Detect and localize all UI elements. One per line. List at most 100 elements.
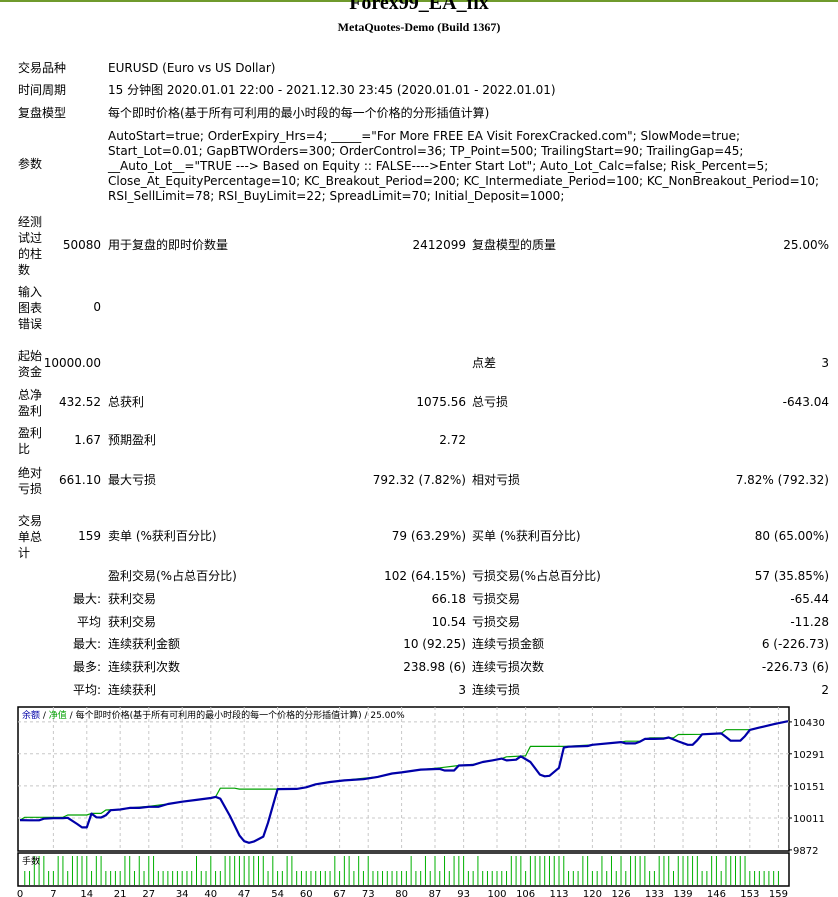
- stat-value-3: -643.04: [782, 395, 829, 409]
- stat-label: 绝对亏损: [18, 466, 43, 496]
- stat-label: 交易单总计: [18, 514, 43, 560]
- stat-label-3: 亏损交易(%占总百分比): [472, 569, 601, 583]
- x-tick-label: 21: [114, 889, 127, 897]
- x-tick-label: 27: [142, 889, 155, 897]
- stat-label-2: 连续获利金额: [108, 637, 181, 651]
- x-tick-label: 126: [611, 889, 630, 897]
- x-tick-label: 106: [516, 889, 535, 897]
- equity-line: [19, 720, 789, 821]
- y-tick-label: 10011: [793, 814, 825, 825]
- info-value: 15 分钟图 2020.01.01 22:00 - 2021.12.30 23:…: [108, 83, 556, 97]
- stat-value-3: 57 (35.85%): [754, 569, 829, 583]
- x-tick-label: 93: [457, 889, 470, 897]
- y-tick-label: 10151: [793, 782, 825, 793]
- x-tick-label: 80: [395, 889, 408, 897]
- legend-sep1: /: [40, 711, 49, 721]
- stat-label-3: 连续亏损金额: [472, 637, 545, 651]
- stat-label-3: 相对亏损: [472, 473, 521, 487]
- x-tick-label: 159: [769, 889, 788, 897]
- x-tick-label: 54: [271, 889, 284, 897]
- stat-label-2: 最大亏损: [108, 473, 157, 487]
- x-tick-label: 67: [333, 889, 346, 897]
- stat-value-3: 2: [821, 683, 829, 697]
- stat-label-2: 总获利: [108, 395, 145, 409]
- stat-value-2: 10 (92.25): [403, 637, 466, 651]
- top-accent-bar: [0, 0, 838, 2]
- report-subtitle: MetaQuotes-Demo (Build 1367): [337, 20, 501, 34]
- chart-legend: 余额 / 净值 / 每个即时价格(基于所有可利用的最小时段的每一个价格的分形插值…: [22, 709, 405, 721]
- legend-model: 每个即时价格(基于所有可利用的最小时段的每一个价格的分形插值计算): [76, 709, 362, 721]
- stat-value: 0: [93, 300, 101, 314]
- stat-value-3: 7.82% (792.32): [735, 473, 829, 487]
- legend-balance: 余额: [22, 709, 40, 721]
- x-tick-label: 0: [17, 889, 23, 897]
- stat-label-3: 连续亏损: [472, 683, 521, 697]
- stat-value: 432.52: [59, 395, 101, 409]
- stat-value-2: 79 (63.29%): [391, 529, 466, 543]
- y-tick-label: 9872: [793, 846, 818, 857]
- stat-value-2: 10.54: [431, 615, 466, 629]
- x-tick-label: 14: [80, 889, 93, 897]
- stat-value: 平均: [76, 615, 101, 629]
- stat-value: 平均:: [72, 683, 101, 697]
- stat-label-3: 总亏损: [472, 395, 509, 409]
- stat-label-3: 亏损交易: [472, 592, 521, 606]
- stat-value: 50080: [62, 238, 101, 252]
- x-tick-label: 120: [583, 889, 602, 897]
- stat-label-3: 亏损交易: [472, 615, 521, 629]
- stat-label-2: 盈利交易(%占总百分比): [108, 569, 237, 583]
- balance-line: [19, 720, 789, 844]
- info-value: EURUSD (Euro vs US Dollar): [108, 61, 276, 75]
- stat-value-2: 2412099: [412, 238, 466, 252]
- stat-value: 最大:: [72, 592, 101, 606]
- x-tick-label: 40: [204, 889, 217, 897]
- stat-value-2: 238.98 (6): [403, 660, 466, 674]
- x-tick-label: 139: [673, 889, 692, 897]
- stat-label-3: 连续亏损次数: [472, 660, 545, 674]
- stat-label-2: 获利交易: [108, 592, 157, 606]
- y-tick-label: 10430: [793, 718, 825, 729]
- x-tick-label: 113: [549, 889, 568, 897]
- stat-label-3: 点差: [472, 356, 497, 370]
- stat-label-2: 用于复盘的即时价数量: [108, 238, 229, 252]
- stat-value-3: 6 (-226.73): [761, 637, 829, 651]
- stat-value-3: -65.44: [790, 592, 829, 606]
- stat-value: 661.10: [59, 473, 101, 487]
- x-tick-label: 100: [487, 889, 506, 897]
- stat-label: 盈利比: [18, 426, 43, 456]
- stat-value-2: 2.72: [439, 433, 466, 447]
- stat-label-2: 连续获利次数: [108, 660, 181, 674]
- lots-panel: [17, 852, 790, 887]
- plot-area: [17, 706, 790, 852]
- stat-label: 总净盈利: [18, 388, 43, 418]
- stat-label-2: 连续获利: [108, 683, 157, 697]
- stat-value: 最大:: [72, 637, 101, 651]
- stat-label-3: 复盘模型的质量: [472, 238, 557, 252]
- stat-value-3: -226.73 (6): [761, 660, 829, 674]
- y-tick-label: 10291: [793, 750, 825, 761]
- stat-label-2: 卖单 (%获利百分比): [108, 529, 217, 543]
- stat-value: 1.67: [74, 433, 101, 447]
- stat-value-2: 66.18: [431, 592, 466, 606]
- info-value: 每个即时价格(基于所有可利用的最小时段的每一个价格的分形插值计算): [108, 106, 490, 120]
- stat-label-2: 预期盈利: [108, 433, 157, 447]
- stat-value-3: 25.00%: [783, 238, 829, 252]
- legend-quality: 25.00%: [370, 711, 405, 721]
- params-label: 参数: [18, 157, 43, 171]
- stat-value-2: 792.32 (7.82%): [372, 473, 466, 487]
- stat-value-2: 3: [458, 683, 466, 697]
- stat-value-3: -11.28: [790, 615, 829, 629]
- stat-label: 经测试过的柱数: [18, 215, 43, 277]
- params-value: AutoStart=true; OrderExpiry_Hrs=4; _____…: [108, 129, 820, 203]
- report-title: Forex99_EA_fix: [349, 0, 489, 14]
- x-tick-label: 73: [362, 889, 375, 897]
- stat-label: 起始资金: [18, 349, 43, 379]
- stat-label-2: 获利交易: [108, 615, 157, 629]
- x-tick-label: 47: [238, 889, 251, 897]
- info-label: 时间周期: [18, 83, 67, 97]
- stat-label-3: 买单 (%获利百分比): [472, 529, 581, 543]
- stat-value: 10000.00: [43, 356, 101, 370]
- x-tick-label: 7: [50, 889, 56, 897]
- stat-value-3: 80 (65.00%): [754, 529, 829, 543]
- legend-equity: 净值: [49, 709, 67, 721]
